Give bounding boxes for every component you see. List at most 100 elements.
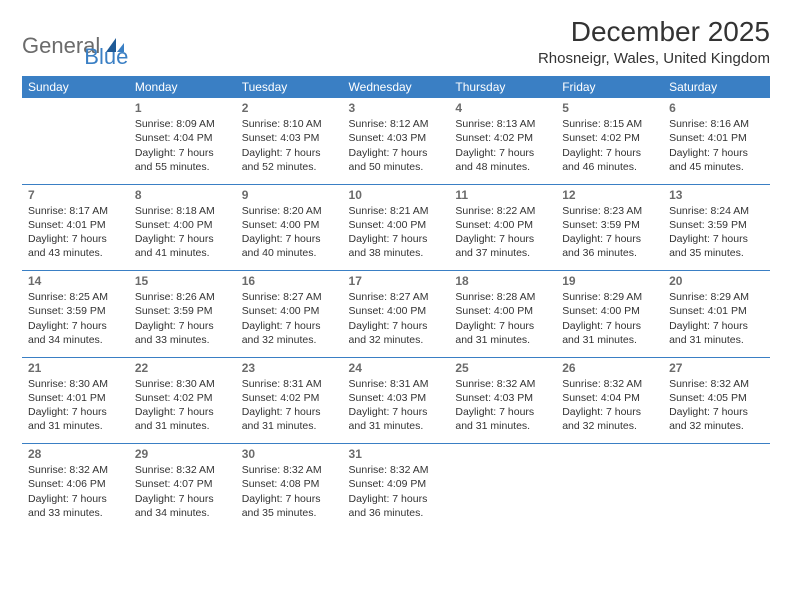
daylight-text: Daylight: 7 hours bbox=[349, 405, 444, 419]
daylight-text: Daylight: 7 hours bbox=[349, 492, 444, 506]
sunrise-text: Sunrise: 8:15 AM bbox=[562, 117, 657, 131]
sunrise-text: Sunrise: 8:30 AM bbox=[28, 377, 123, 391]
calendar-day: 20Sunrise: 8:29 AMSunset: 4:01 PMDayligh… bbox=[663, 271, 770, 357]
sunset-text: Sunset: 4:03 PM bbox=[349, 131, 444, 145]
sunset-text: Sunset: 4:01 PM bbox=[669, 131, 764, 145]
calendar-day: 12Sunrise: 8:23 AMSunset: 3:59 PMDayligh… bbox=[556, 185, 663, 271]
daylight-text: Daylight: 7 hours bbox=[562, 405, 657, 419]
daylight-text: Daylight: 7 hours bbox=[28, 492, 123, 506]
day-number: 17 bbox=[349, 273, 444, 289]
sunrise-text: Sunrise: 8:29 AM bbox=[669, 290, 764, 304]
location-subtitle: Rhosneigr, Wales, United Kingdom bbox=[538, 50, 770, 67]
calendar-day: 24Sunrise: 8:31 AMSunset: 4:03 PMDayligh… bbox=[343, 358, 450, 444]
sunset-text: Sunset: 4:09 PM bbox=[349, 477, 444, 491]
daylight-text: Daylight: 7 hours bbox=[669, 319, 764, 333]
daylight-text: Daylight: 7 hours bbox=[242, 405, 337, 419]
daylight-text: and 35 minutes. bbox=[242, 506, 337, 520]
calendar-day: 14Sunrise: 8:25 AMSunset: 3:59 PMDayligh… bbox=[22, 271, 129, 357]
sunrise-text: Sunrise: 8:12 AM bbox=[349, 117, 444, 131]
day-number: 8 bbox=[135, 187, 230, 203]
calendar-day: 8Sunrise: 8:18 AMSunset: 4:00 PMDaylight… bbox=[129, 185, 236, 271]
calendar-day: 21Sunrise: 8:30 AMSunset: 4:01 PMDayligh… bbox=[22, 358, 129, 444]
daylight-text: Daylight: 7 hours bbox=[242, 319, 337, 333]
daylight-text: Daylight: 7 hours bbox=[28, 319, 123, 333]
day-number: 20 bbox=[669, 273, 764, 289]
sunrise-text: Sunrise: 8:24 AM bbox=[669, 204, 764, 218]
calendar-day: 23Sunrise: 8:31 AMSunset: 4:02 PMDayligh… bbox=[236, 358, 343, 444]
day-number: 22 bbox=[135, 360, 230, 376]
weekday-header: Monday bbox=[129, 76, 236, 98]
calendar-day: 31Sunrise: 8:32 AMSunset: 4:09 PMDayligh… bbox=[343, 444, 450, 530]
daylight-text: and 31 minutes. bbox=[455, 333, 550, 347]
sunrise-text: Sunrise: 8:21 AM bbox=[349, 204, 444, 218]
day-number: 10 bbox=[349, 187, 444, 203]
daylight-text: Daylight: 7 hours bbox=[28, 232, 123, 246]
calendar-day: 16Sunrise: 8:27 AMSunset: 4:00 PMDayligh… bbox=[236, 271, 343, 357]
day-number: 30 bbox=[242, 446, 337, 462]
calendar-day: 25Sunrise: 8:32 AMSunset: 4:03 PMDayligh… bbox=[449, 358, 556, 444]
calendar-day-empty bbox=[663, 444, 770, 530]
sunrise-text: Sunrise: 8:25 AM bbox=[28, 290, 123, 304]
daylight-text: Daylight: 7 hours bbox=[135, 232, 230, 246]
weekday-header: Thursday bbox=[449, 76, 556, 98]
daylight-text: Daylight: 7 hours bbox=[242, 492, 337, 506]
day-number: 25 bbox=[455, 360, 550, 376]
calendar-day: 13Sunrise: 8:24 AMSunset: 3:59 PMDayligh… bbox=[663, 185, 770, 271]
calendar-day: 3Sunrise: 8:12 AMSunset: 4:03 PMDaylight… bbox=[343, 98, 450, 184]
weekday-header: Saturday bbox=[663, 76, 770, 98]
sunset-text: Sunset: 4:07 PM bbox=[135, 477, 230, 491]
daylight-text: Daylight: 7 hours bbox=[669, 232, 764, 246]
daylight-text: and 31 minutes. bbox=[669, 333, 764, 347]
day-number: 9 bbox=[242, 187, 337, 203]
calendar-day-empty bbox=[22, 98, 129, 184]
daylight-text: and 48 minutes. bbox=[455, 160, 550, 174]
daylight-text: and 41 minutes. bbox=[135, 246, 230, 260]
page-title: December 2025 bbox=[538, 16, 770, 48]
sunrise-text: Sunrise: 8:32 AM bbox=[349, 463, 444, 477]
sunrise-text: Sunrise: 8:09 AM bbox=[135, 117, 230, 131]
day-number: 15 bbox=[135, 273, 230, 289]
daylight-text: and 35 minutes. bbox=[669, 246, 764, 260]
sunset-text: Sunset: 3:59 PM bbox=[562, 218, 657, 232]
calendar-week: 28Sunrise: 8:32 AMSunset: 4:06 PMDayligh… bbox=[22, 444, 770, 530]
day-number: 26 bbox=[562, 360, 657, 376]
day-number: 11 bbox=[455, 187, 550, 203]
daylight-text: Daylight: 7 hours bbox=[135, 146, 230, 160]
sunset-text: Sunset: 4:00 PM bbox=[135, 218, 230, 232]
daylight-text: and 31 minutes. bbox=[349, 419, 444, 433]
sunset-text: Sunset: 4:04 PM bbox=[562, 391, 657, 405]
day-number: 3 bbox=[349, 100, 444, 116]
day-number: 4 bbox=[455, 100, 550, 116]
sunset-text: Sunset: 4:01 PM bbox=[28, 218, 123, 232]
day-number: 27 bbox=[669, 360, 764, 376]
sunset-text: Sunset: 4:03 PM bbox=[455, 391, 550, 405]
daylight-text: and 31 minutes. bbox=[135, 419, 230, 433]
calendar-header-row: SundayMondayTuesdayWednesdayThursdayFrid… bbox=[22, 76, 770, 98]
calendar-day: 5Sunrise: 8:15 AMSunset: 4:02 PMDaylight… bbox=[556, 98, 663, 184]
day-number: 16 bbox=[242, 273, 337, 289]
sunset-text: Sunset: 4:02 PM bbox=[562, 131, 657, 145]
calendar-day: 30Sunrise: 8:32 AMSunset: 4:08 PMDayligh… bbox=[236, 444, 343, 530]
sunrise-text: Sunrise: 8:17 AM bbox=[28, 204, 123, 218]
day-number: 5 bbox=[562, 100, 657, 116]
daylight-text: and 34 minutes. bbox=[135, 506, 230, 520]
day-number: 29 bbox=[135, 446, 230, 462]
daylight-text: and 32 minutes. bbox=[242, 333, 337, 347]
daylight-text: and 32 minutes. bbox=[349, 333, 444, 347]
calendar-day: 9Sunrise: 8:20 AMSunset: 4:00 PMDaylight… bbox=[236, 185, 343, 271]
sunset-text: Sunset: 4:00 PM bbox=[455, 304, 550, 318]
calendar-day: 26Sunrise: 8:32 AMSunset: 4:04 PMDayligh… bbox=[556, 358, 663, 444]
calendar-day-empty bbox=[449, 444, 556, 530]
daylight-text: Daylight: 7 hours bbox=[28, 405, 123, 419]
daylight-text: Daylight: 7 hours bbox=[669, 146, 764, 160]
daylight-text: and 45 minutes. bbox=[669, 160, 764, 174]
sunset-text: Sunset: 4:00 PM bbox=[242, 218, 337, 232]
calendar-day: 15Sunrise: 8:26 AMSunset: 3:59 PMDayligh… bbox=[129, 271, 236, 357]
calendar-day: 29Sunrise: 8:32 AMSunset: 4:07 PMDayligh… bbox=[129, 444, 236, 530]
day-number: 18 bbox=[455, 273, 550, 289]
calendar-week: 14Sunrise: 8:25 AMSunset: 3:59 PMDayligh… bbox=[22, 271, 770, 357]
header: General Blue December 2025 Rhosneigr, Wa… bbox=[22, 16, 770, 70]
sunset-text: Sunset: 4:00 PM bbox=[455, 218, 550, 232]
daylight-text: Daylight: 7 hours bbox=[562, 319, 657, 333]
sunrise-text: Sunrise: 8:32 AM bbox=[562, 377, 657, 391]
